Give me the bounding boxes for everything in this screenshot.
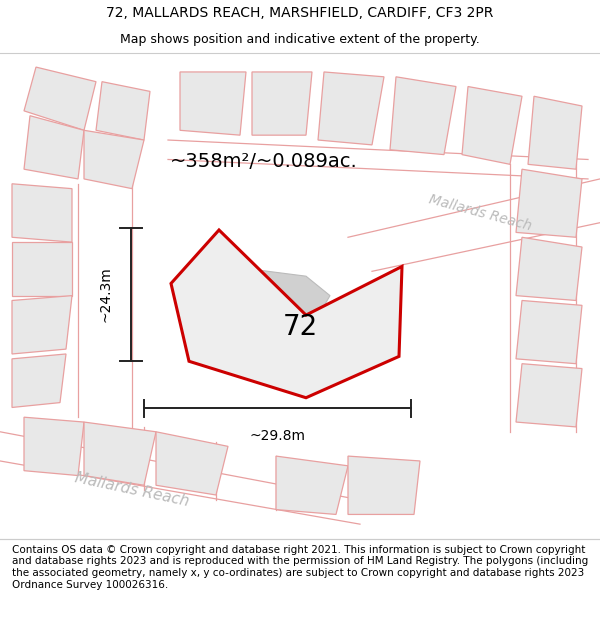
Polygon shape [24, 116, 84, 179]
Polygon shape [516, 169, 582, 238]
Text: Map shows position and indicative extent of the property.: Map shows position and indicative extent… [120, 33, 480, 46]
Polygon shape [516, 364, 582, 427]
Polygon shape [348, 456, 420, 514]
Text: Mallards Reach: Mallards Reach [427, 192, 533, 233]
Polygon shape [12, 184, 72, 242]
Polygon shape [171, 230, 402, 398]
Polygon shape [516, 301, 582, 364]
Polygon shape [24, 67, 96, 130]
Polygon shape [252, 72, 312, 135]
Polygon shape [318, 72, 384, 145]
Polygon shape [84, 130, 144, 189]
Polygon shape [528, 96, 582, 169]
Polygon shape [156, 432, 228, 495]
Text: ~24.3m: ~24.3m [99, 266, 113, 322]
Polygon shape [12, 354, 66, 408]
Polygon shape [390, 77, 456, 154]
Polygon shape [12, 296, 72, 354]
Polygon shape [84, 422, 156, 485]
Polygon shape [516, 238, 582, 301]
Text: ~358m²/~0.089ac.: ~358m²/~0.089ac. [170, 152, 358, 171]
Text: Mallards Reach: Mallards Reach [73, 471, 191, 509]
Polygon shape [276, 456, 348, 514]
Polygon shape [246, 269, 330, 337]
Polygon shape [12, 242, 72, 296]
Polygon shape [96, 82, 150, 140]
Polygon shape [180, 72, 246, 135]
Text: ~29.8m: ~29.8m [250, 429, 305, 443]
Text: 72: 72 [283, 313, 317, 341]
Polygon shape [24, 418, 84, 476]
Polygon shape [462, 86, 522, 164]
Text: Contains OS data © Crown copyright and database right 2021. This information is : Contains OS data © Crown copyright and d… [12, 545, 588, 589]
Text: 72, MALLARDS REACH, MARSHFIELD, CARDIFF, CF3 2PR: 72, MALLARDS REACH, MARSHFIELD, CARDIFF,… [106, 6, 494, 20]
